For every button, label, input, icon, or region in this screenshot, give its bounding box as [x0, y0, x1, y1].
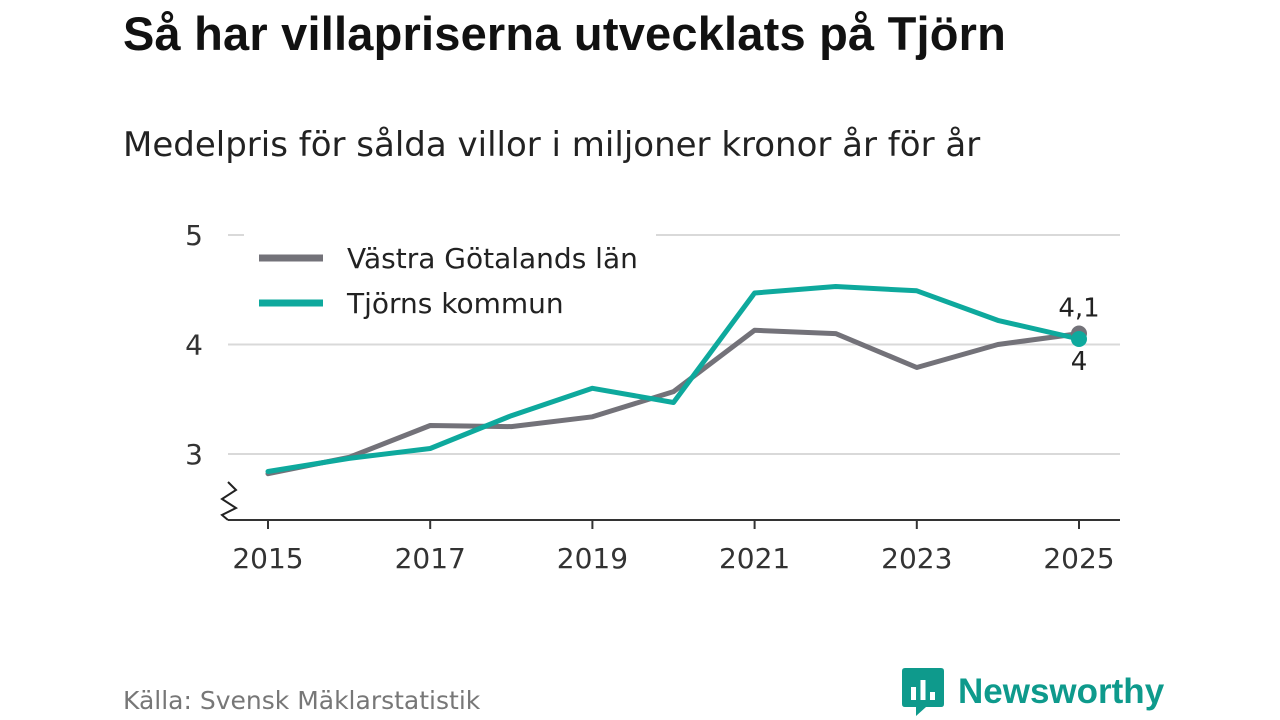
- brand-logo: Newsworthy: [902, 668, 1164, 716]
- end-value-label: 4,1: [1058, 294, 1099, 324]
- newsworthy-logo-icon: [902, 668, 944, 716]
- series-line-1: [265, 284, 1082, 474]
- series-line-0: [265, 327, 1082, 477]
- chart-subtitle: Medelpris för sålda villor i miljoner kr…: [123, 125, 981, 165]
- y-axis-ticks: 3 4 5: [185, 219, 203, 471]
- brand-name: Newsworthy: [958, 672, 1165, 711]
- x-tick-label: 2025: [1043, 542, 1114, 575]
- x-tick-label: 2023: [881, 542, 952, 575]
- source-note: Källa: Svensk Mäklarstatistik: [123, 686, 481, 715]
- x-axis: 2015 2017 2019 2021 2023 2025: [220, 481, 1120, 575]
- legend-label: Tjörns kommun: [346, 287, 564, 320]
- x-tick-label: 2021: [719, 542, 790, 575]
- legend-background: [244, 226, 656, 330]
- end-value-label: 4: [1071, 347, 1088, 377]
- series-lines: [265, 284, 1087, 477]
- y-tick-label: 5: [185, 219, 203, 252]
- y-tick-label: 4: [185, 329, 203, 362]
- x-tick-label: 2015: [232, 542, 303, 575]
- legend-label: Västra Götalands län: [347, 242, 638, 275]
- x-tick-label: 2017: [395, 542, 466, 575]
- axis-break-icon: [220, 481, 239, 521]
- legend: Västra Götalands län Tjörns kommun: [244, 226, 656, 330]
- x-tick-label: 2019: [557, 542, 628, 575]
- end-labels: 4,14: [1058, 294, 1099, 377]
- end-point-marker: [1071, 331, 1087, 348]
- chart-title: Så har villapriserna utvecklats på Tjörn: [123, 7, 1007, 60]
- y-tick-label: 3: [185, 438, 203, 471]
